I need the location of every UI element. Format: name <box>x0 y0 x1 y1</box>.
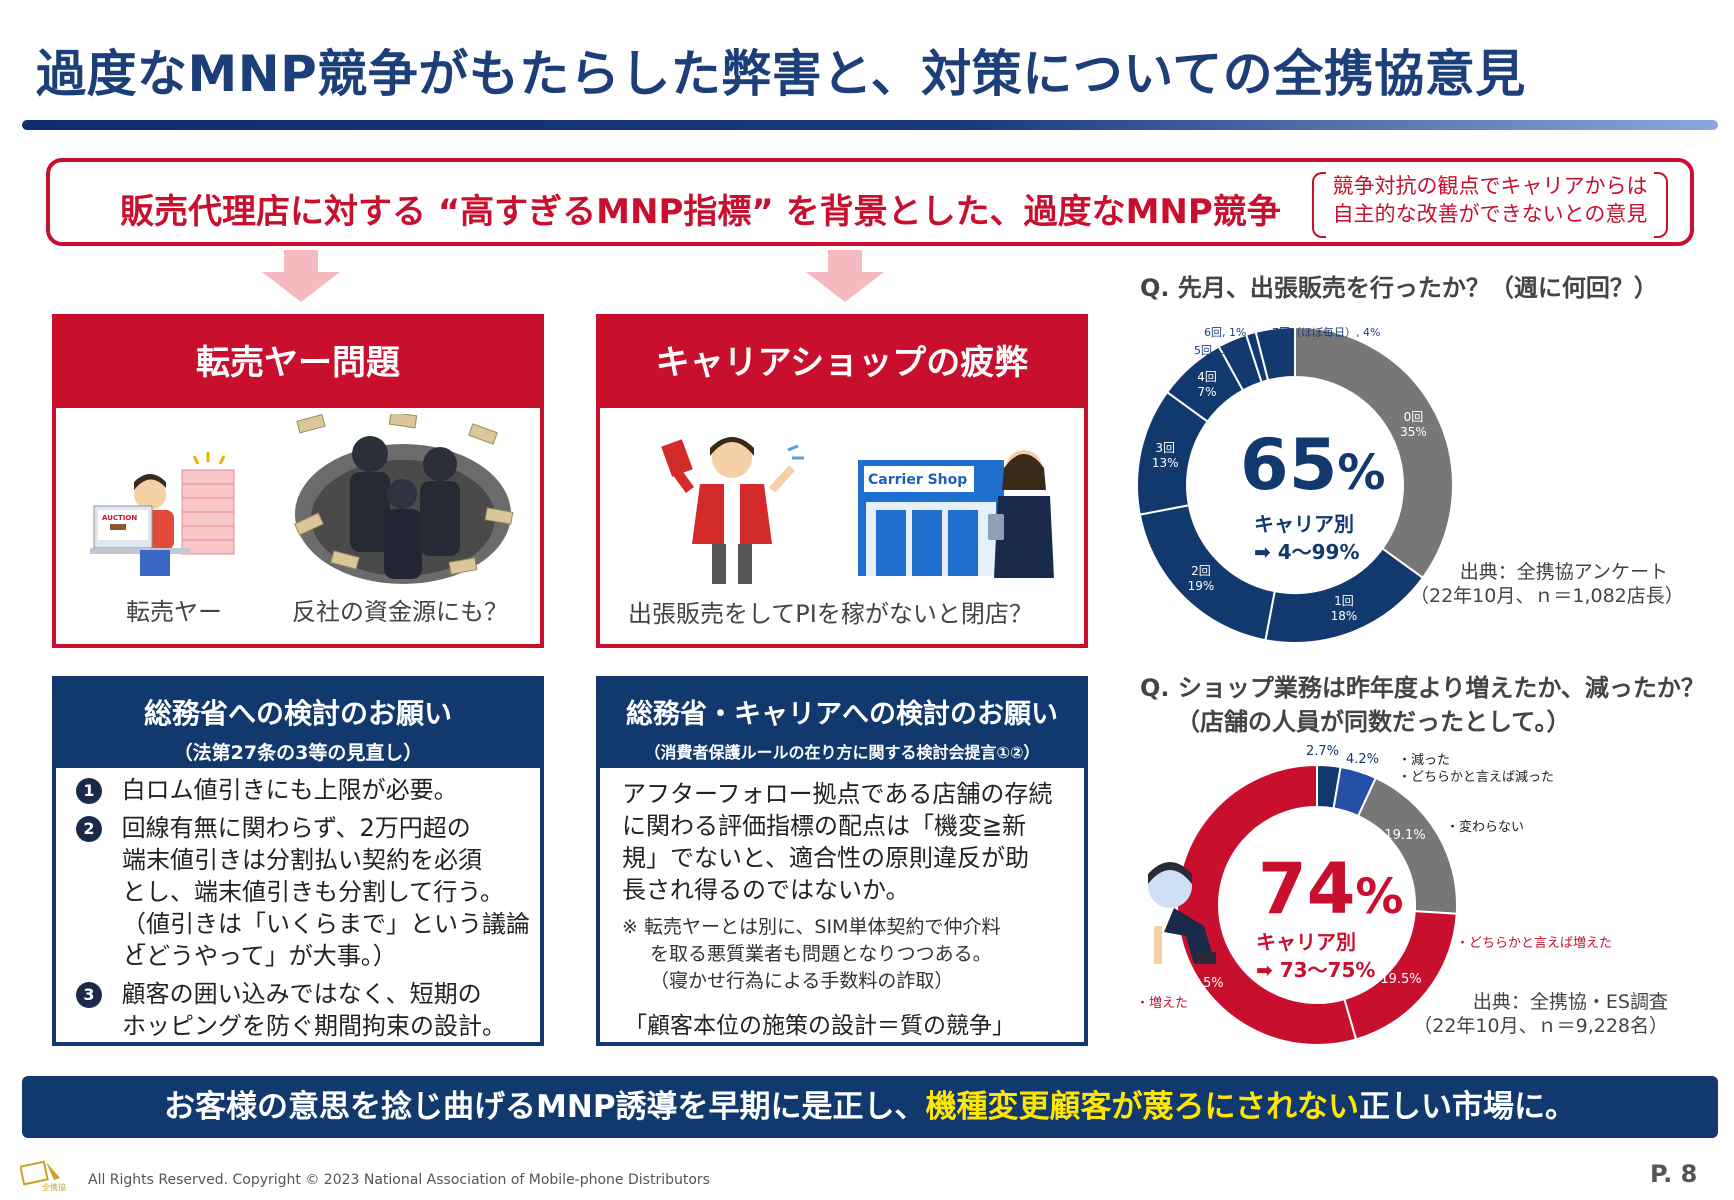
chart2-center-value: 74 <box>1258 848 1356 930</box>
slice-label: 54.5% <box>1182 976 1224 991</box>
chart1-center-label: キャリア別 <box>1254 512 1354 536</box>
svg-text:全携協: 全携協 <box>42 1182 66 1192</box>
chart2-question-line1: Q. ショップ業務は昨年度より増えたか、減ったか？ <box>1140 674 1705 702</box>
donut-slice <box>1294 325 1454 580</box>
organization-logo: 全携協 <box>19 1158 72 1192</box>
slice-label: 0回 35% <box>1400 409 1427 439</box>
donut-slice <box>1254 325 1296 382</box>
resale-caption-left: 転売ヤー <box>126 598 222 626</box>
number-badge-icon: 3 <box>76 982 102 1008</box>
slice-label: 6回, 1% <box>1204 326 1247 339</box>
side-note-line1: 競争対抗の観点でキャリアからは <box>1332 174 1648 198</box>
box-stack-icon <box>181 452 235 555</box>
mic-request-header-band: 総務省への検討のお願い （法第27条の3等の見直し） <box>56 680 540 768</box>
list-item: 3 顧客の囲い込みではなく、短期の <box>76 978 482 1010</box>
bracket-left <box>1312 172 1326 238</box>
number-badge-icon: 2 <box>76 816 102 842</box>
legend-somewhat-increased: ・どちらかと言えば増えた <box>1456 936 1613 951</box>
legend-decreased: ・減った ・どちらかと言えば減った <box>1398 753 1555 785</box>
svg-text:AUCTION: AUCTION <box>102 514 137 522</box>
banner-side-note: 競争対抗の観点でキャリアからは 自主的な改善ができないとの意見 <box>1312 172 1668 238</box>
page-number: P. 8 <box>1650 1160 1698 1188</box>
number-badge-icon: 1 <box>76 778 102 804</box>
chart2-donut <box>1176 763 1458 1046</box>
chart1-question: Q. 先月、出張販売を行ったか？（週に何回？） <box>1140 274 1658 302</box>
bottom-message-bar <box>22 1076 1718 1138</box>
bottom-highlight: 機種変更顧客が蔑ろにされない <box>925 1089 1359 1125</box>
chart1-center: 65% <box>1240 424 1410 506</box>
carrier-request-box: 総務省・キャリアへの検討のお願い （消費者保護ルールの在り方に関する検討会提言①… <box>596 676 1088 1046</box>
slice-label: 4.2% <box>1346 752 1380 767</box>
legend-increased: ・増えた <box>1136 996 1189 1011</box>
antisocial-group-illustration <box>290 411 516 590</box>
chart2-center: 74% <box>1258 848 1428 930</box>
side-note-line2: 自主的な改善ができないとの意見 <box>1332 202 1648 226</box>
resale-problem-header: 転売ヤー問題 <box>56 318 540 408</box>
page-title: 過度なMNP競争がもたらした弊害と、対策についての全携協意見 <box>36 45 1526 103</box>
reseller-illustration: AUCTION <box>90 452 260 582</box>
chart2-source: 出典：全携協・ES調査 （22年10月、ｎ＝9,228名） <box>1413 991 1668 1037</box>
chart2-center-unit: % <box>1355 869 1404 925</box>
svg-text:Carrier Shop: Carrier Shop <box>868 472 967 488</box>
slice-label: 19.5% <box>1380 972 1422 987</box>
mic-request-list: 1 白ロム値引きにも上限が必要。 2 回線有無に関わらず、2万円超の 端末値引き… <box>76 774 536 1040</box>
banner-box <box>46 158 1694 246</box>
carrier-request-header-band: 総務省・キャリアへの検討のお願い （消費者保護ルールの在り方に関する検討会提言①… <box>600 680 1084 768</box>
chart2-center-label: キャリア別 <box>1256 930 1356 954</box>
carrier-request-body: アフターフォロー拠点である店舗の存続 に関わる評価指標の配点は「機変≧新 規」で… <box>622 780 1053 904</box>
title-underline <box>22 120 1718 130</box>
chart1-center-unit: % <box>1337 445 1386 501</box>
sales-staff-illustration <box>660 428 810 588</box>
banner-text: 販売代理店に対する “高すぎるMNP指標” を背景とした、過度なMNP競争 <box>120 192 1281 232</box>
legend-unchanged: ・変わらない <box>1446 820 1525 835</box>
chart1-donut <box>1136 325 1454 644</box>
mic-request-box: 総務省への検討のお願い （法第27条の3等の見直し） <box>52 676 544 1046</box>
slice-label: 5回, 3% <box>1194 344 1237 357</box>
mic-request-subheader: （法第27条の3等の見直し） <box>173 742 423 764</box>
chart1-center-value: 65 <box>1240 424 1338 506</box>
chart1-source: 出典：全携協アンケート （22年10月、ｎ＝1,082店長） <box>1410 561 1684 607</box>
bottom-message: お客様の意思を捻じ曲げるMNP誘導を早期に是正し、機種変更顧客が蔑ろにされない正… <box>164 1089 1576 1125</box>
slice-label: 2.7% <box>1306 744 1340 759</box>
carrier-request-subheader: （消費者保護ルールの在り方に関する検討会提言①②） <box>644 743 1040 762</box>
slice-label: 4回 7% <box>1197 370 1217 400</box>
carrier-shop-illustration: Carrier Shop <box>856 444 1056 578</box>
slice-label: 1回 18% <box>1330 593 1358 623</box>
carrier-request-conclusion: 「顧客本位の施策の設計＝質の競争」 <box>624 1013 1015 1039</box>
chart1-center-sub: ➡ 4～99% <box>1254 540 1360 564</box>
chart2-question-line2: （店舗の人員が同数だったとして。） <box>1176 708 1571 736</box>
shop-caption: 出張販売をしてPIを稼がないと閉店？ <box>628 600 1033 628</box>
carrier-request-header: 総務省・キャリアへの検討のお願い <box>626 699 1058 730</box>
list-item: 1 白ロム値引きにも上限が必要。 <box>76 774 458 806</box>
shop-fatigue-header: キャリアショップの疲弊 <box>600 318 1084 408</box>
bracket-right <box>1654 172 1668 238</box>
carrier-request-note: ※ 転売ヤーとは別に、SIM単体契約で仲介料 を取る悪質業者も問題となりつつある… <box>622 916 1001 992</box>
copyright-footer: All Rights Reserved. Copyright © 2023 Na… <box>88 1172 710 1188</box>
list-item: 2 回線有無に関わらず、2万円超の <box>76 812 471 844</box>
slice-label: 19.1% <box>1384 828 1426 843</box>
donut-slice <box>1176 763 1358 1046</box>
slice-label: 2回 19% <box>1187 564 1215 594</box>
tired-staff-illustration <box>1134 856 1224 972</box>
slice-label: 7回（ほぼ毎日）, 4% <box>1272 326 1381 339</box>
chart2-center-sub: ➡ 73～75% <box>1256 958 1376 982</box>
slice-label: 3回 13% <box>1151 440 1179 470</box>
mic-request-header: 総務省への検討のお願い <box>143 697 452 730</box>
resale-caption-right: 反社の資金源にも？ <box>292 598 508 626</box>
